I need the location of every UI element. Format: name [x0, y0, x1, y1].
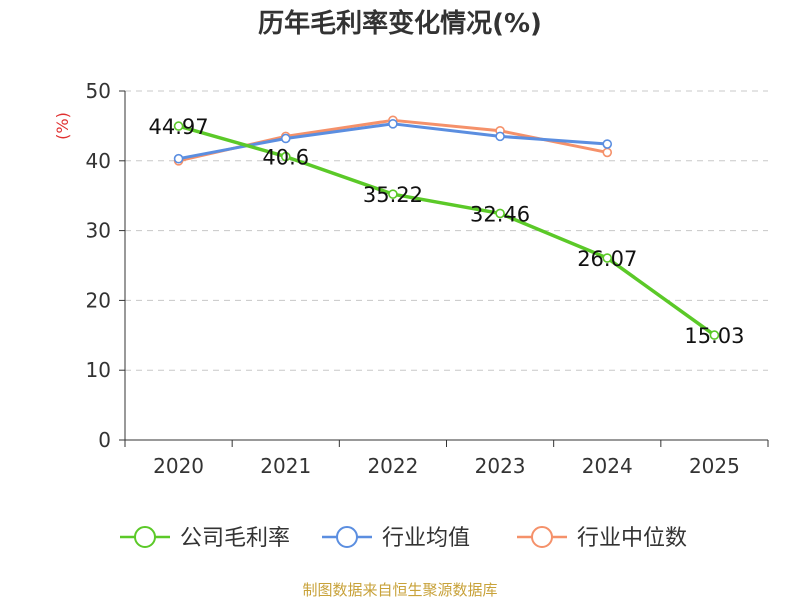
data-label: 35.22 [363, 183, 423, 207]
series-line [178, 122, 608, 161]
legend-marker [134, 526, 156, 548]
legend-label: 公司毛利率 [180, 526, 290, 551]
legend-marker [336, 526, 358, 548]
data-label: 26.07 [577, 247, 637, 271]
y-tick-label: 50 [86, 79, 111, 103]
legend[interactable]: 公司毛利率 行业均值 行业中位数 [120, 526, 687, 551]
y-tick-label: 10 [86, 358, 111, 382]
series-group [173, 115, 720, 340]
y-axis-label: (%) [53, 112, 72, 140]
data-label: 40.6 [262, 146, 309, 170]
x-tick-label: 2023 [475, 454, 526, 478]
data-point[interactable] [709, 330, 720, 340]
y-tick-label: 20 [86, 288, 111, 312]
data-point[interactable] [280, 133, 291, 144]
data-point[interactable] [280, 151, 291, 162]
legend-label: 行业中位数 [577, 526, 687, 551]
x-tick-label: 2020 [153, 454, 204, 478]
x-tick-label: 2021 [260, 454, 311, 478]
source-note: 制图数据来自恒生聚源数据库 [302, 581, 497, 599]
y-tick-label: 40 [86, 149, 111, 173]
grid-lines [125, 90, 768, 371]
x-axis-ticks: 2020 2021 2022 2023 2024 2025 [124, 440, 769, 478]
data-point[interactable] [495, 208, 505, 219]
data-label: 44.97 [149, 115, 209, 139]
data-labels: 44.97 40.6 35.22 32.46 26.07 15.03 [149, 115, 745, 348]
data-point[interactable] [602, 147, 613, 158]
data-label: 15.03 [684, 324, 744, 348]
legend-item-1[interactable]: 行业均值 [322, 526, 470, 551]
data-point[interactable] [602, 139, 613, 149]
y-axis-ticks: 0 10 20 30 40 50 [86, 79, 125, 452]
legend-marker [531, 526, 553, 548]
x-tick-label: 2022 [367, 454, 418, 478]
series-0 [173, 121, 720, 340]
data-label: 32.46 [470, 202, 530, 226]
data-point[interactable] [173, 121, 184, 131]
chart-title: 历年毛利率变化情况(%) [258, 8, 542, 39]
data-point[interactable] [388, 119, 398, 129]
legend-item-2[interactable]: 行业中位数 [517, 526, 687, 551]
series-line [178, 124, 716, 337]
axes [124, 91, 768, 441]
y-tick-label: 0 [98, 428, 111, 452]
legend-label: 行业均值 [382, 526, 470, 551]
data-point[interactable] [602, 253, 613, 263]
x-tick-label: 2025 [689, 454, 740, 478]
data-point[interactable] [173, 153, 184, 164]
x-tick-label: 2024 [582, 454, 633, 478]
data-point[interactable] [388, 189, 398, 199]
data-point[interactable] [495, 131, 505, 142]
y-tick-label: 30 [86, 219, 111, 243]
legend-item-0[interactable]: 公司毛利率 [120, 526, 290, 551]
